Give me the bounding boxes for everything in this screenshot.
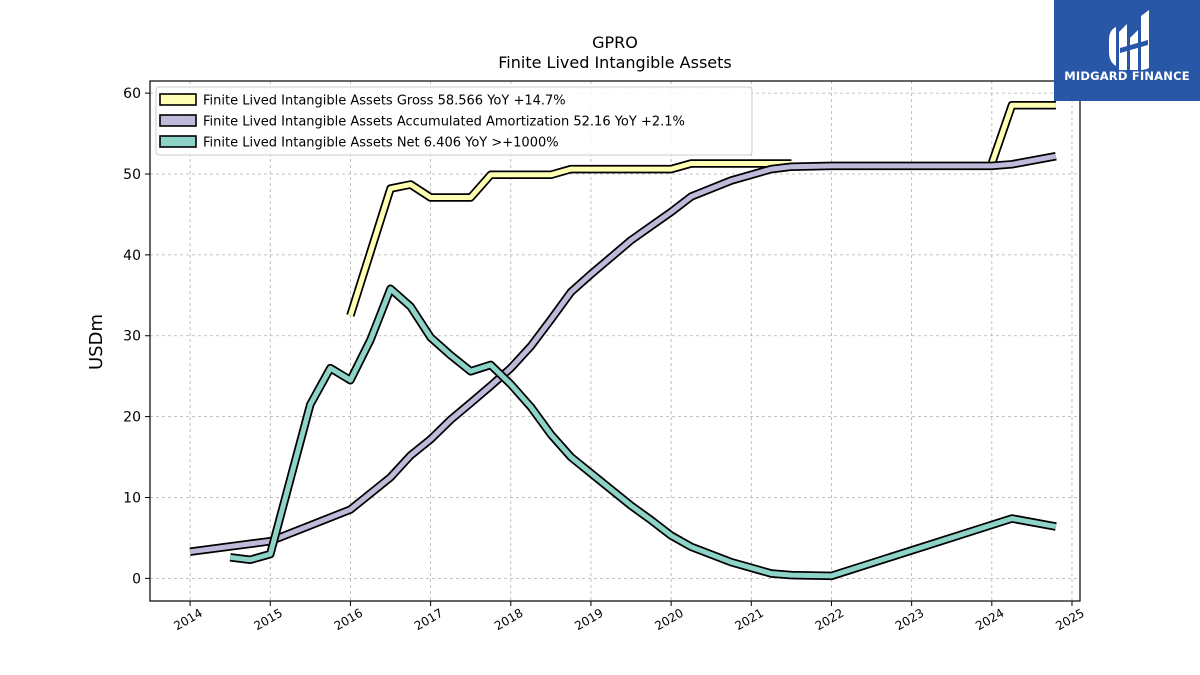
chart-title: GPRO [592, 33, 638, 52]
series-line-2 [229, 286, 1057, 579]
series-outline-2 [229, 284, 1057, 581]
legend-swatch-amortization [159, 114, 197, 127]
x-tick-label: 2020 [652, 606, 685, 633]
legend-label-net: Finite Lived Intangible Assets Net 6.406… [203, 136, 559, 151]
x-tick-label: 2017 [412, 606, 445, 633]
y-tick-label: 30 [123, 329, 141, 345]
y-axis-ticks: 0 10 20 30 40 50 60 [123, 86, 150, 587]
series-lines [189, 101, 1057, 581]
x-tick-label: 2014 [171, 606, 204, 633]
brand-logo: MIDGARD FINANCE [1054, 0, 1200, 101]
y-tick-label: 40 [123, 248, 141, 264]
plot-frame [149, 80, 1081, 602]
x-tick-label: 2018 [492, 606, 525, 633]
series-outline-1 [189, 152, 1057, 556]
y-tick-label: 10 [123, 490, 141, 506]
y-tick-label: 20 [123, 410, 141, 426]
x-tick-label: 2022 [813, 606, 846, 633]
x-tick-label: 2019 [572, 606, 605, 633]
brand-name: MIDGARD FINANCE [1064, 69, 1190, 83]
legend-label-gross: Finite Lived Intangible Assets Gross 58.… [203, 94, 566, 109]
series-line-1 [189, 153, 1057, 555]
y-axis-label: USDm [86, 314, 107, 370]
x-tick-label: 2021 [733, 606, 766, 633]
legend-box [155, 86, 753, 156]
legend: Finite Lived Intangible Assets Gross 58.… [155, 86, 753, 156]
series-line-0 [989, 102, 1056, 165]
legend-swatch-gross [159, 93, 197, 106]
chart-subtitle: Finite Lived Intangible Assets [498, 53, 731, 72]
grid [150, 81, 1080, 601]
y-tick-label: 60 [123, 86, 141, 102]
x-tick-label: 2025 [1053, 606, 1086, 633]
x-tick-label: 2024 [973, 606, 1006, 633]
legend-label-amortization: Finite Lived Intangible Assets Accumulat… [203, 115, 685, 130]
y-tick-label: 0 [132, 571, 141, 587]
y-tick-label: 50 [123, 167, 141, 183]
series-line-0 [348, 161, 792, 317]
x-tick-label: 2016 [332, 606, 365, 633]
x-axis-ticks: 2014 2015 2016 2017 2018 2019 2020 2021 2022 2023… [171, 601, 1087, 633]
x-tick-label: 2015 [252, 606, 285, 633]
midgard-logo-icon [1109, 10, 1149, 70]
x-tick-label: 2023 [893, 606, 926, 633]
legend-swatch-net [159, 135, 197, 148]
